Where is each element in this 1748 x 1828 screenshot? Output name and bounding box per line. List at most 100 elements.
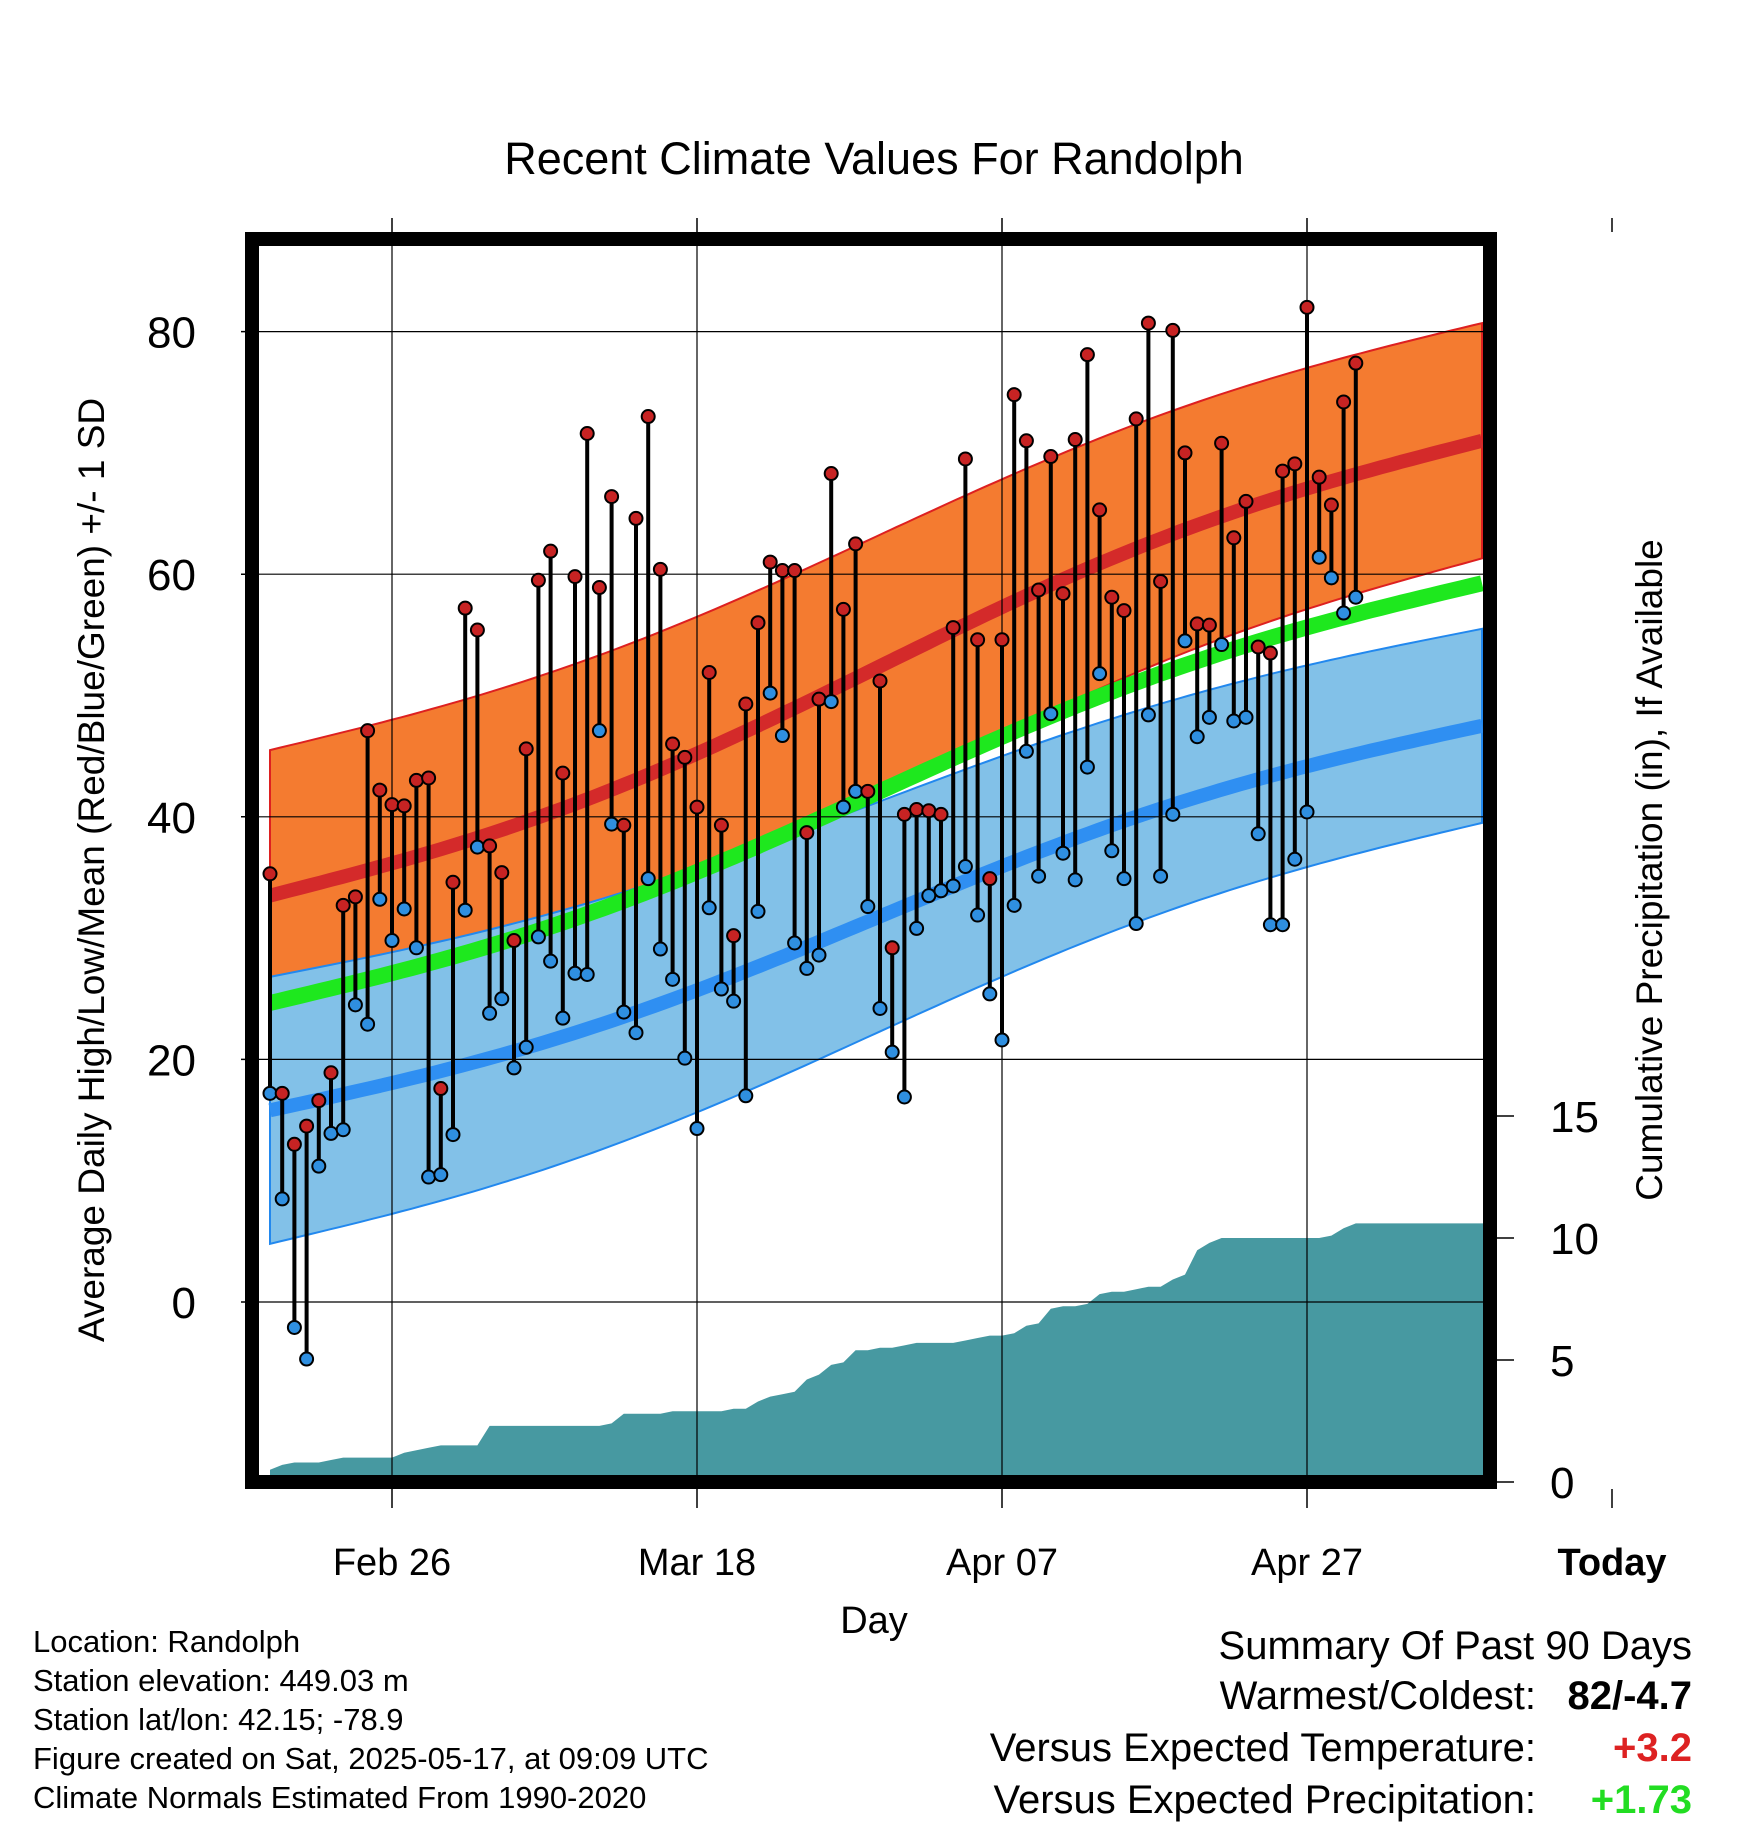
daily-low-point [762,685,778,701]
daily-low-point [1079,759,1095,775]
summary-panel: Summary Of Past 90 Days Warmest/Coldest:… [792,1622,1692,1826]
daily-high-point [835,601,851,617]
daily-high-point [1165,322,1181,338]
daily-low-point [1250,826,1266,842]
daily-high-point [1250,639,1266,655]
daily-low-point [506,1060,522,1076]
daily-high-point [311,1093,327,1109]
daily-low-point [323,1125,339,1141]
daily-high-point [1031,582,1047,598]
daily-low-point [713,981,729,997]
daily-high-point [652,561,668,577]
daily-low-point [1177,633,1193,649]
chart-title: Recent Climate Values For Randolph [504,133,1244,184]
daily-low-point [518,1039,534,1055]
daily-low-point [286,1319,302,1335]
daily-high-point [1006,387,1022,403]
y2-tick-label: 0 [1550,1459,1574,1508]
daily-high-point [1079,347,1095,363]
daily-low-point [347,997,363,1013]
plot-frame [245,232,1497,1489]
x-tick-label: Feb 26 [333,1542,451,1584]
daily-low-point [372,891,388,907]
daily-high-point [628,510,644,526]
daily-high-point [530,572,546,588]
daily-low-point [640,871,656,887]
daily-low-point [421,1169,437,1185]
precip-area [270,1223,1483,1475]
daily-high-point [762,554,778,570]
daily-high-point [482,838,498,854]
daily-high-point [909,802,925,818]
daily-high-point [921,803,937,819]
daily-high-point [616,817,632,833]
y2-tick-label: 10 [1550,1215,1599,1264]
daily-high-point [811,691,827,707]
daily-high-point [1348,355,1364,371]
daily-high-point [945,620,961,636]
daily-low-point [482,1005,498,1021]
daily-low-point [994,1032,1010,1048]
daily-low-point [909,920,925,936]
daily-low-point [738,1088,754,1104]
daily-low-point [1116,871,1132,887]
y-tick-label: 0 [172,1279,196,1328]
daily-low-point [384,933,400,949]
temp-departure-label: Versus Expected Temperature: [989,1726,1536,1770]
daily-low-point [299,1351,315,1367]
daily-high-point [433,1081,449,1097]
daily-high-point [372,782,388,798]
daily-low-point [1165,806,1181,822]
daily-low-point [896,1089,912,1105]
daily-low-point [591,723,607,739]
daily-high-point [604,489,620,505]
y2-tick-label: 5 [1550,1337,1574,1386]
x-tick-label: Apr 27 [1251,1542,1363,1584]
daily-high-point [1311,469,1327,485]
daily-low-point [848,783,864,799]
daily-high-point [1104,589,1120,605]
daily-high-point [677,749,693,765]
today-marker-label: 90 Days [1618,1379,1704,1462]
daily-high-point [469,622,485,638]
daily-high-point [1177,445,1193,461]
daily-high-point [726,928,742,944]
daily-high-point [787,563,803,579]
daily-high-point [896,806,912,822]
daily-low-point [970,907,986,923]
daily-high-point [421,770,437,786]
daily-high-point [335,897,351,913]
normals-text: Climate Normals Estimated From 1990-2020 [33,1780,647,1815]
daily-low-point [1323,570,1339,586]
daily-low-point [543,953,559,969]
daily-high-point [494,865,510,881]
daily-low-point [1055,845,1071,861]
daily-low-point [457,902,473,918]
daily-high-point [860,783,876,799]
daily-low-point [1311,549,1327,565]
daily-high-point [884,940,900,956]
daily-low-point [1006,897,1022,913]
x-tick-label: Apr 07 [946,1542,1058,1584]
daily-low-point [567,965,583,981]
daily-high-point [774,563,790,579]
daily-high-point [1201,617,1217,633]
daily-low-point [982,986,998,1002]
y-tick-label: 40 [147,794,196,843]
daily-high-point [970,632,986,648]
y2-tick-label: 15 [1550,1093,1599,1142]
daily-low-point [311,1158,327,1174]
daily-low-point [408,940,424,956]
daily-low-point [530,929,546,945]
daily-low-point [1262,917,1278,933]
high-mean-line [268,434,1483,903]
daily-low-point [579,966,595,982]
daily-low-point [433,1167,449,1183]
daily-low-point [1092,666,1108,682]
daily-high-point [274,1085,290,1101]
x-tick-label: Mar 18 [638,1542,756,1584]
daily-high-point [555,765,571,781]
low-mean-line [268,718,1483,1118]
daily-low-point [1226,713,1242,729]
daily-high-point [1116,603,1132,619]
